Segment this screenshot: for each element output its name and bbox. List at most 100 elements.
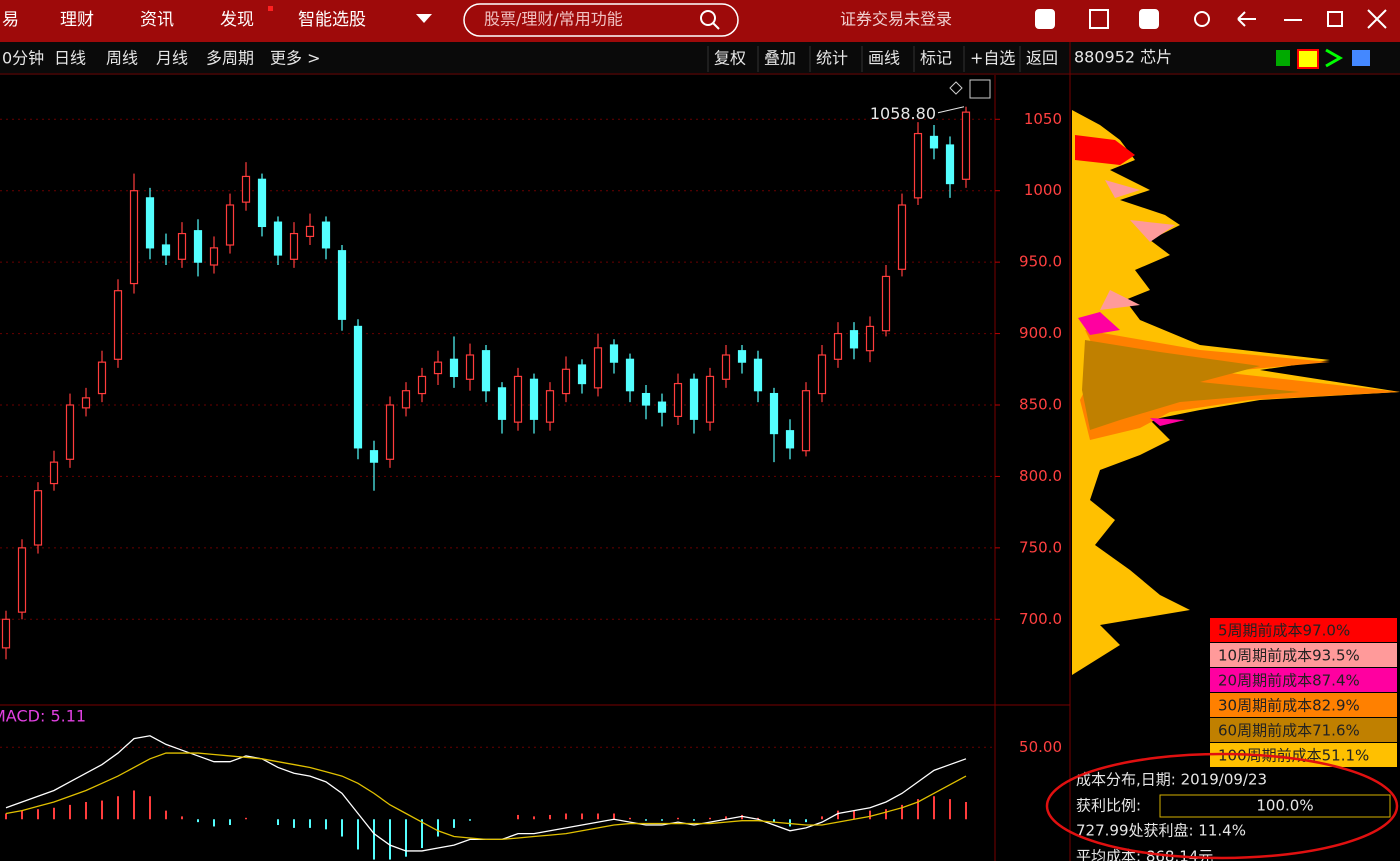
candle-body [241,175,251,203]
period-tab[interactable]: 更多 > [270,49,321,68]
y-tick-label: 50.00 [1019,738,1062,756]
toolbar-button[interactable]: 返回 [1026,49,1058,68]
candle-body [65,404,75,460]
candle-body [641,392,651,406]
candle-body [113,290,123,360]
tool-icon[interactable] [969,79,991,99]
toolbar-button[interactable]: 统计 [816,49,848,68]
candle-body [929,135,939,149]
period-tab[interactable]: 月线 [156,49,188,68]
y-tick-label: 1050 [1024,110,1062,128]
candle-body [881,275,891,332]
y-tick-label: 900.0 [1019,324,1062,342]
high-annotation: 1058.80 [870,104,936,123]
candle-body [593,347,603,389]
symbol: 880952 芯片 [1074,48,1172,67]
menu-bar [0,0,1400,42]
menu-item[interactable]: 发现 [220,10,254,30]
candle-body [561,368,571,395]
macd-line [5,752,967,841]
legend-swatch [1210,693,1397,717]
search-icon[interactable] [700,10,716,26]
macd-line [5,735,967,852]
legend-swatch [1210,668,1397,692]
toolbar-button[interactable]: 叠加 [764,49,796,68]
candle-body [369,450,379,463]
candle-body [657,401,667,413]
candle-body [305,225,315,238]
candle-body [577,364,587,385]
candle-body [353,325,363,449]
toolbar-button[interactable]: 标记 [920,49,952,68]
period-tab[interactable]: 周线 [106,49,138,68]
candle-body [465,354,475,380]
dropdown-icon[interactable] [416,14,432,23]
legend-swatch [1210,643,1397,667]
candle-body [417,375,427,395]
candle-body [33,490,43,546]
candle-body [1,618,11,649]
candle-body [705,375,715,423]
search-placeholder: 股票/理财/常用功能 [484,10,623,29]
avg-cost: 平均成本: 868.14元 [1076,848,1213,861]
candle-body [721,354,731,380]
candle-body [193,230,203,263]
candle-body [145,197,155,249]
chip-date: 成本分布,日期: 2019/09/23 [1076,771,1267,789]
legend-label: 100周期前成本51.1% [1218,747,1369,765]
candle-body [737,350,747,363]
toolbar-button[interactable]: 复权 [714,49,746,68]
login-status[interactable]: 证券交易未登录 [840,10,952,29]
highlight-circle [1045,752,1399,860]
candle-body [849,330,859,349]
legend-label: 20周期前成本87.4% [1218,672,1360,690]
panel-icons[interactable] [1276,48,1370,69]
window-icons[interactable] [1035,9,1387,29]
menu-item[interactable]: 资讯 [140,10,174,30]
legend-label: 60周期前成本71.6% [1218,722,1360,740]
menu-item[interactable]: 易 [2,10,19,30]
candle-body [673,382,683,418]
menu-item[interactable]: 智能选股 [298,10,366,30]
candle-body [49,461,59,485]
search-icon [712,22,720,30]
candle-body [497,387,507,420]
candle-body [257,178,267,228]
candle-body [321,221,331,249]
candle-body [401,390,411,409]
candle-body [833,332,843,360]
search-box[interactable] [463,3,739,37]
candle-body [161,244,171,256]
candle-body [81,397,91,409]
candle-body [225,204,235,246]
candle-body [625,358,635,392]
candle-body [481,350,491,392]
candle-body [865,325,875,352]
y-tick-label: 750.0 [1019,538,1062,556]
y-tick-label: 800.0 [1019,467,1062,485]
candle-body [97,361,107,395]
menu-item[interactable]: 理财 [60,10,94,30]
candle-body [753,358,763,392]
candle-body [17,547,27,613]
candle-body [801,390,811,452]
tool-icon[interactable] [949,81,963,95]
candle-body [785,430,795,449]
candle-body [769,392,779,435]
profit-at: 727.99处获利盘: 11.4% [1076,822,1246,840]
candle-body [817,354,827,395]
period-tab[interactable]: 日线 [54,49,86,68]
toolbar-button[interactable]: +自选 [970,49,1015,68]
chip-distribution [1072,110,1400,675]
candle-body [129,190,139,285]
y-tick-label: 700.0 [1019,610,1062,628]
candle-body [609,344,619,363]
annotation-arrow [937,106,965,114]
chip-area [1078,312,1185,426]
period-tab[interactable]: 0分钟 [2,49,44,68]
candle-body [897,204,907,270]
period-tab[interactable]: 多周期 [206,49,254,68]
legend-swatch [1210,618,1397,642]
toolbar-button[interactable]: 画线 [868,49,900,68]
candle-body [177,232,187,260]
